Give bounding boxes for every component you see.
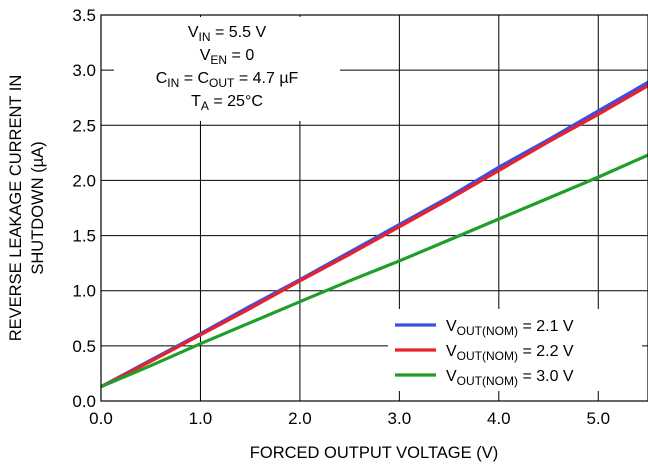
y-tick-label: 1.5	[72, 227, 96, 246]
x-tick-label: 3.0	[388, 409, 412, 428]
x-tick-label: 4.0	[487, 409, 511, 428]
y-axis-label-line1: REVERSE LEAKAGE CURRENT IN	[7, 75, 25, 342]
x-tick-label: 2.0	[288, 409, 312, 428]
legend-entry-1: VOUT(NOM) = 2.1 V	[446, 318, 574, 338]
series-line-3	[100, 153, 648, 389]
y-axis-label-line2: SHUTDOWN (µA)	[29, 141, 47, 274]
x-tick-label: 5.0	[586, 409, 610, 428]
y-tick-label: 1.0	[72, 282, 96, 301]
y-tick-label: 2.0	[72, 171, 96, 190]
condition-line-4: TA = 25°C	[191, 93, 263, 113]
condition-line-3: CIN = COUT = 4.7 µF	[156, 70, 299, 90]
series-line-2	[100, 84, 648, 389]
legend-entry-2: VOUT(NOM) = 2.2 V	[446, 343, 574, 363]
x-tick-label: 1.0	[189, 409, 213, 428]
condition-line-1: VIN = 5.5 V	[188, 24, 267, 44]
x-tick-label: 0.0	[89, 409, 113, 428]
plot-frame	[100, 14, 648, 402]
x-axis-label: FORCED OUTPUT VOLTAGE (V)	[250, 444, 498, 462]
y-tick-label: 0.5	[72, 337, 96, 356]
y-tick-label: 3.0	[72, 61, 96, 80]
conditions-box	[114, 17, 340, 121]
legend-entry-3: VOUT(NOM) = 3.0 V	[446, 368, 574, 388]
condition-line-2: VEN = 0	[200, 47, 255, 67]
y-tick-label: 2.5	[72, 116, 96, 135]
y-tick-label: 0.0	[72, 392, 96, 411]
y-tick-label: 3.5	[72, 6, 96, 25]
